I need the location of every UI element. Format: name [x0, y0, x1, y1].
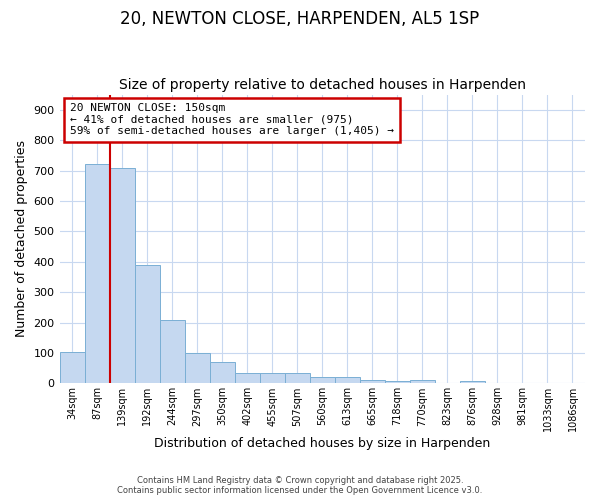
Text: 20, NEWTON CLOSE, HARPENDEN, AL5 1SP: 20, NEWTON CLOSE, HARPENDEN, AL5 1SP: [121, 10, 479, 28]
Text: 20 NEWTON CLOSE: 150sqm
← 41% of detached houses are smaller (975)
59% of semi-d: 20 NEWTON CLOSE: 150sqm ← 41% of detache…: [70, 103, 394, 136]
Bar: [285, 374, 310, 384]
Title: Size of property relative to detached houses in Harpenden: Size of property relative to detached ho…: [119, 78, 526, 92]
Bar: [185, 353, 209, 384]
Bar: [85, 164, 110, 384]
Bar: [310, 378, 335, 384]
Bar: [134, 265, 160, 384]
Bar: [235, 374, 260, 384]
Bar: [460, 381, 485, 384]
Bar: [209, 362, 235, 384]
Text: Contains HM Land Registry data © Crown copyright and database right 2025.
Contai: Contains HM Land Registry data © Crown c…: [118, 476, 482, 495]
Bar: [385, 381, 410, 384]
Bar: [59, 352, 85, 384]
Y-axis label: Number of detached properties: Number of detached properties: [15, 140, 28, 338]
Bar: [110, 168, 134, 384]
Bar: [335, 378, 360, 384]
Bar: [160, 320, 185, 384]
Bar: [260, 374, 285, 384]
X-axis label: Distribution of detached houses by size in Harpenden: Distribution of detached houses by size …: [154, 437, 490, 450]
Bar: [410, 380, 435, 384]
Bar: [360, 380, 385, 384]
